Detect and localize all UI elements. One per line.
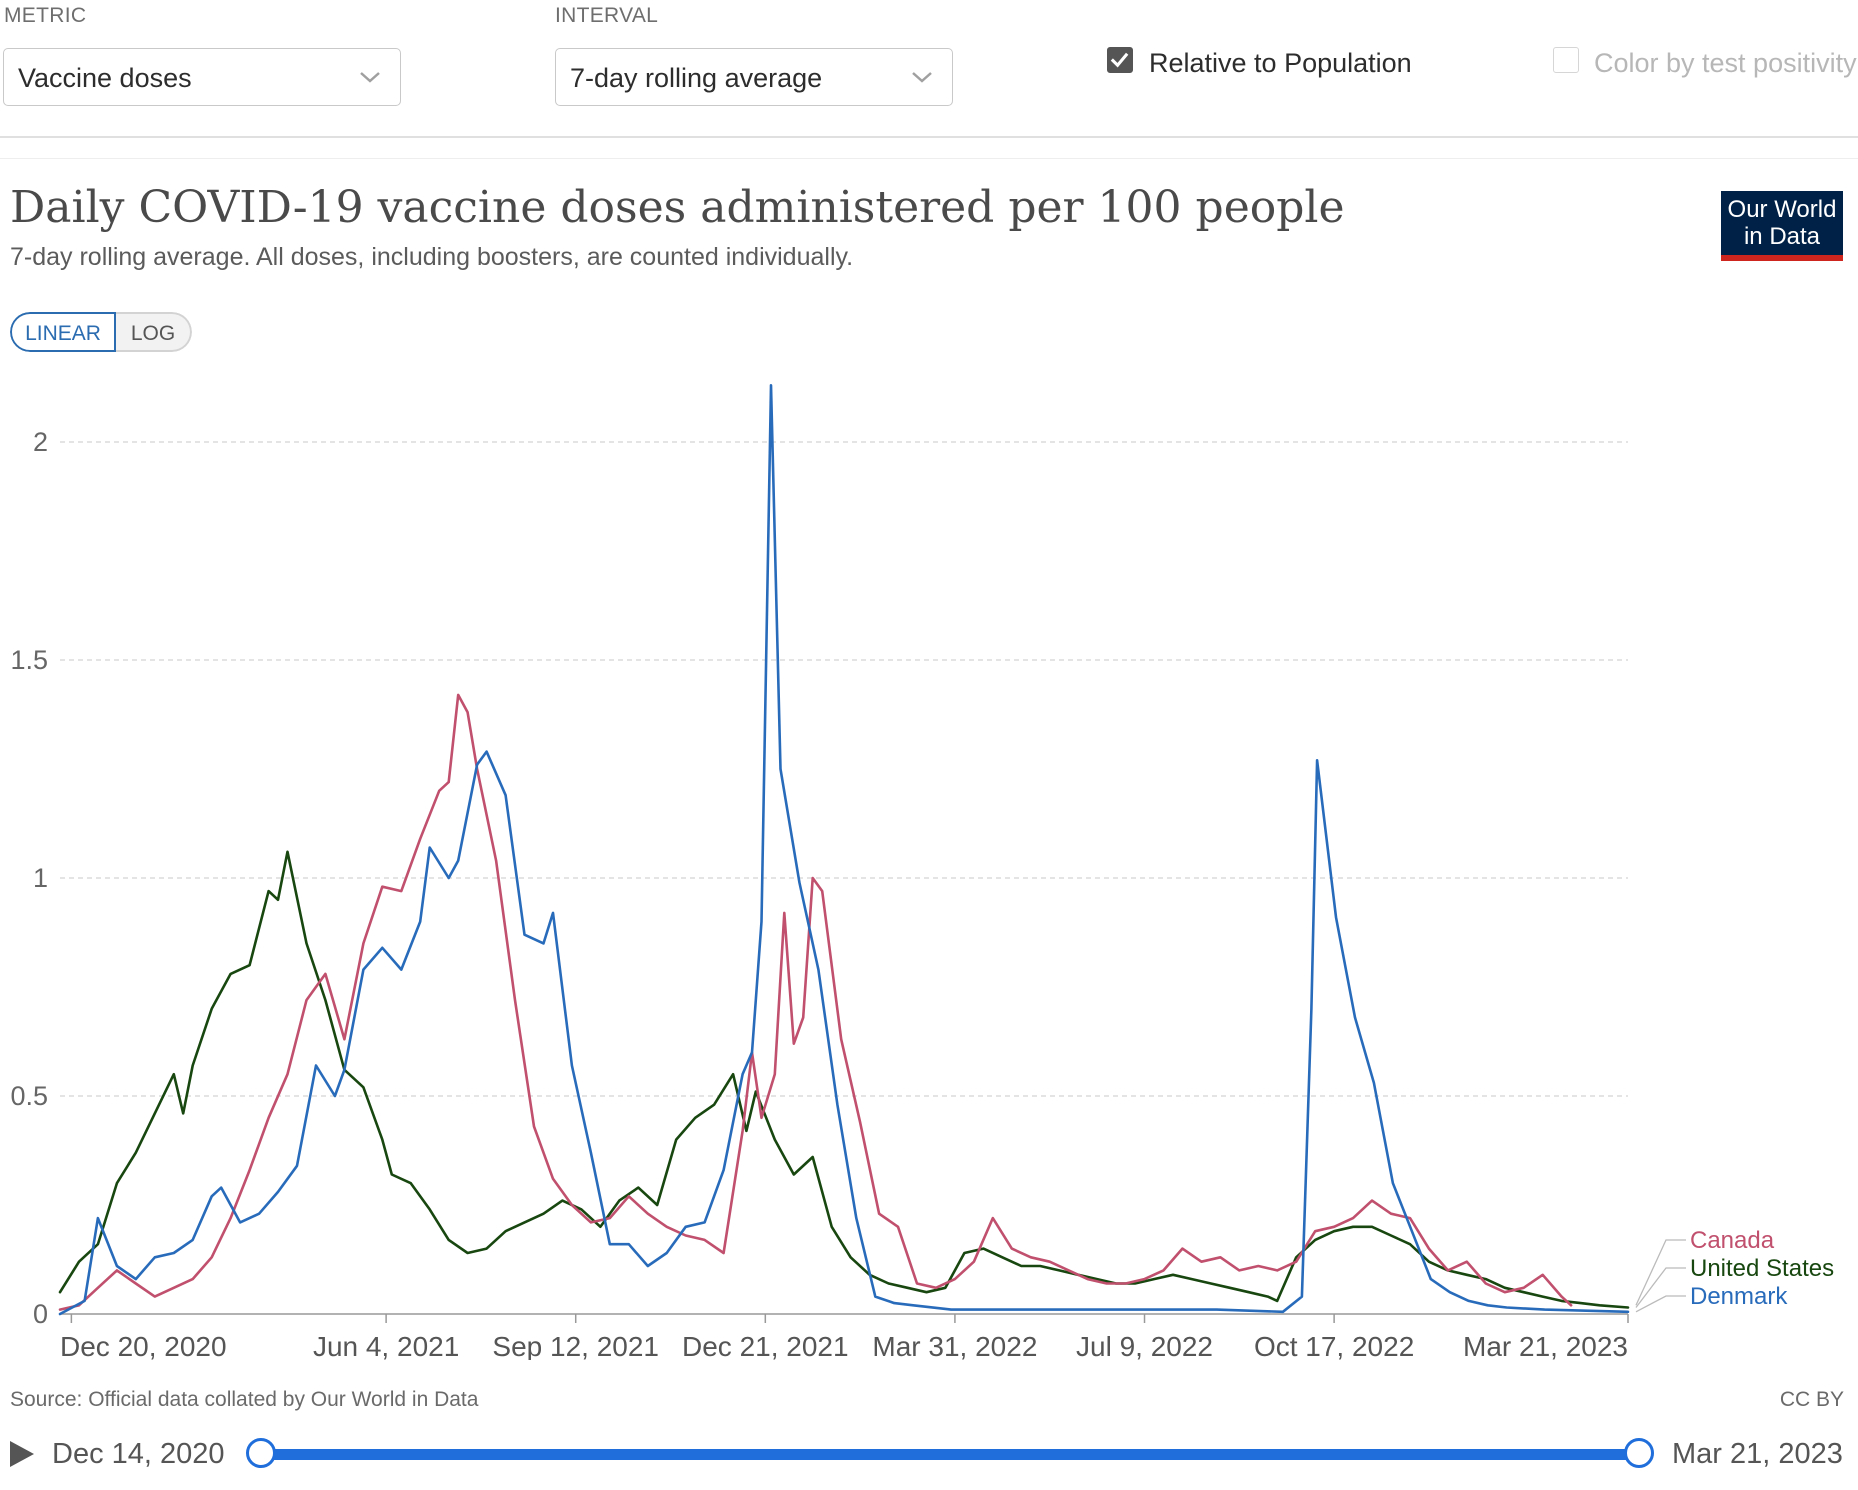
relative-to-population-label[interactable]: Relative to Population — [1149, 48, 1412, 78]
timeline-start-date: Dec 14, 2020 — [52, 1438, 225, 1470]
license-link[interactable]: CC BY — [1779, 1388, 1844, 1411]
timeline-end-handle[interactable] — [1624, 1438, 1654, 1468]
logo-red-bar — [1721, 255, 1843, 261]
interval-select-value: 7-day rolling average — [570, 63, 823, 93]
chevron-down-icon — [360, 72, 380, 83]
x-tick-label: Dec 20, 2020 — [60, 1331, 227, 1360]
series-line-canada[interactable] — [58, 693, 1573, 1311]
chart-subtitle: 7-day rolling average. All doses, includ… — [10, 243, 854, 271]
x-tick-label: Mar 21, 2023 — [1463, 1331, 1628, 1360]
y-tick-label: 0.5 — [10, 1081, 48, 1111]
chevron-down-icon — [912, 72, 932, 83]
header-divider — [0, 158, 1858, 159]
color-by-test-positivity-label[interactable]: Color by test positivity — [1594, 48, 1857, 78]
legend-label-united-states[interactable]: United States — [1690, 1255, 1834, 1282]
series-line-denmark[interactable] — [58, 383, 1630, 1316]
x-tick-label: Jun 4, 2021 — [313, 1331, 459, 1360]
play-icon[interactable] — [10, 1441, 34, 1467]
legend-label-denmark[interactable]: Denmark — [1690, 1283, 1788, 1310]
relative-to-population-checkbox[interactable] — [1107, 47, 1133, 73]
series-line-united-states[interactable] — [58, 850, 1630, 1309]
metric-select-value: Vaccine doses — [18, 63, 192, 93]
y-tick-label: 0 — [33, 1299, 48, 1329]
log-scale-button[interactable]: LOG — [116, 312, 192, 352]
line-chart: 0 0.5 1 1.5 2 Dec 20, 2020 Jun 4, 2021 Sep 12,… — [10, 383, 1834, 1360]
linear-scale-button[interactable]: LINEAR — [10, 312, 116, 352]
timeline-start-handle[interactable] — [246, 1438, 276, 1468]
legend-label-canada[interactable]: Canada — [1690, 1227, 1775, 1254]
interval-select[interactable]: 7-day rolling average — [555, 48, 953, 106]
metric-select[interactable]: Vaccine doses — [3, 48, 401, 106]
y-tick-label: 1 — [33, 863, 48, 893]
metric-label: METRIC — [4, 4, 87, 27]
x-tick-label: Sep 12, 2021 — [492, 1331, 659, 1360]
legend-connector — [1635, 1239, 1686, 1306]
x-tick-label: Dec 21, 2021 — [682, 1331, 849, 1360]
our-world-in-data-logo[interactable]: Our World in Data — [1721, 191, 1843, 261]
scale-toggle: LINEAR LOG — [10, 312, 192, 352]
y-tick-label: 2 — [33, 427, 48, 457]
source-note: Source: Official data collated by Our Wo… — [10, 1388, 479, 1411]
x-tick-label: Jul 9, 2022 — [1076, 1331, 1213, 1360]
timeline-end-date: Mar 21, 2023 — [1672, 1438, 1843, 1470]
logo-text: Our World in Data — [1727, 196, 1837, 250]
x-tick-label: Mar 31, 2022 — [872, 1331, 1037, 1360]
color-by-test-positivity-checkbox[interactable] — [1553, 47, 1579, 73]
checkmark-icon — [1110, 52, 1129, 68]
interval-label: INTERVAL — [555, 4, 659, 27]
controls-divider — [0, 136, 1858, 138]
y-tick-label: 1.5 — [10, 645, 48, 675]
legend-connector — [1635, 1295, 1686, 1313]
timeline-track[interactable] — [261, 1449, 1639, 1460]
x-tick-label: Oct 17, 2022 — [1254, 1331, 1414, 1360]
legend-connector — [1635, 1267, 1686, 1308]
chart-title: Daily COVID-19 vaccine doses administere… — [10, 182, 1345, 233]
